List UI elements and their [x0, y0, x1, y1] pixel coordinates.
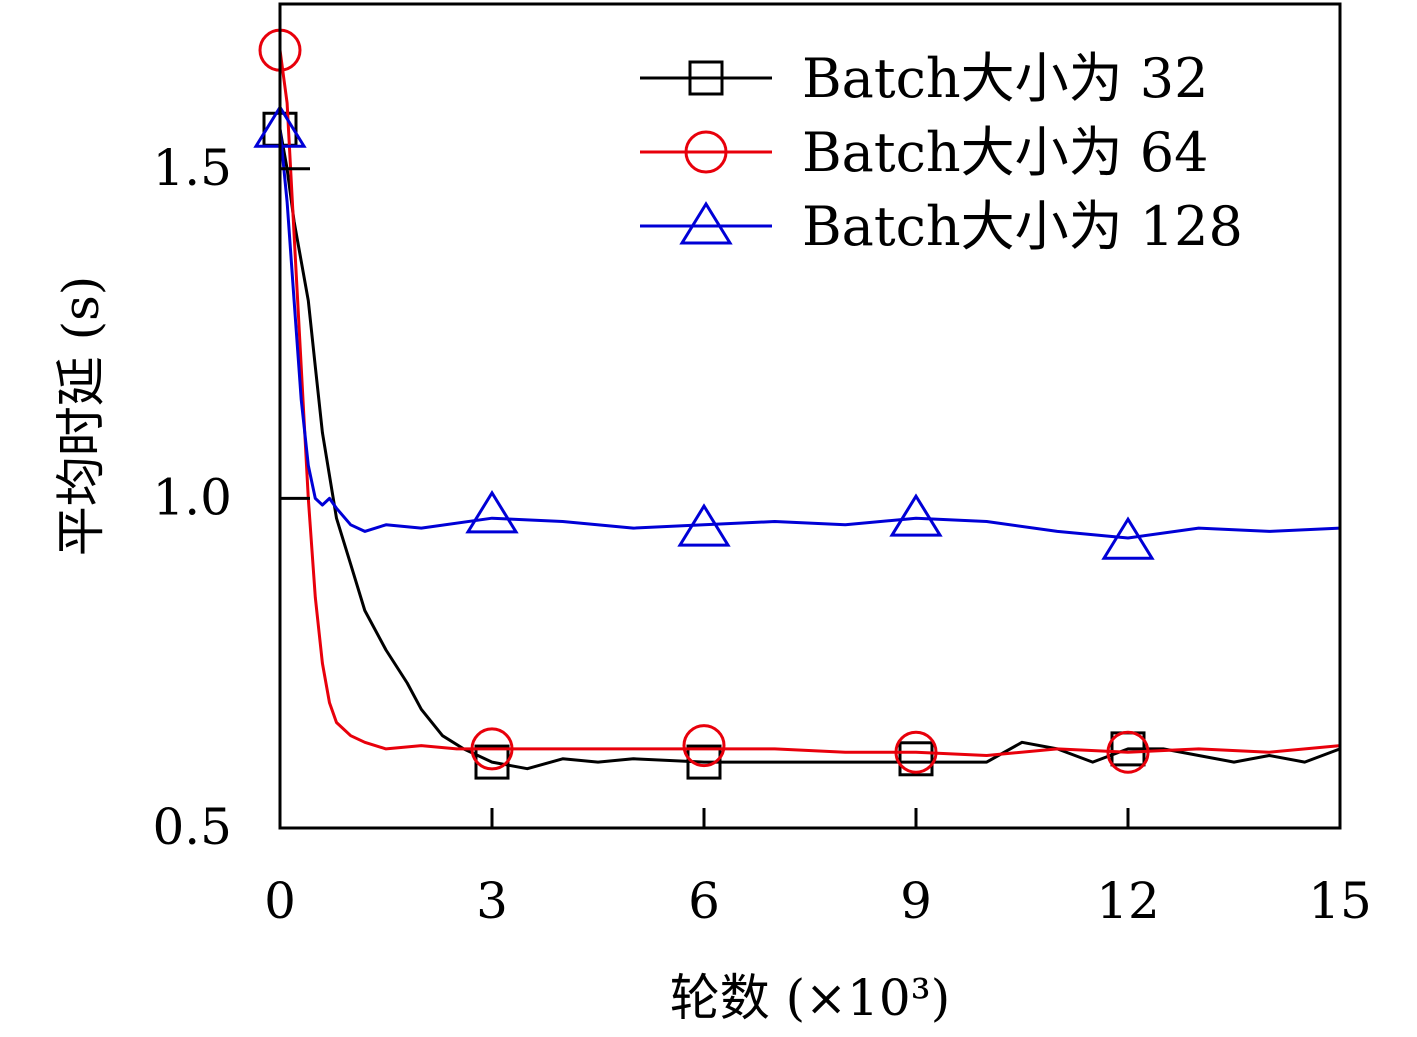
series-1-marker-4 — [1106, 730, 1150, 774]
legend-label-2: Batch大小为 128 — [802, 195, 1243, 258]
series-2-marker-2 — [677, 503, 731, 547]
series-line-2 — [278, 129, 1341, 540]
series-1-marker-3 — [894, 730, 938, 774]
legend-marker-2 — [679, 201, 733, 245]
x-tick-label-4: 12 — [1096, 872, 1160, 930]
series-2-marker-1 — [465, 490, 519, 534]
y-tick-label-1: 1.0 — [152, 468, 232, 526]
y-tick-label-0: 0.5 — [152, 798, 232, 856]
x-axis-title: 轮数 (×10³) — [670, 969, 950, 1027]
legend: Batch大小为 32 Batch大小为 64 Batch大小为 128 — [640, 47, 1243, 258]
series-2-marker-4 — [1101, 516, 1155, 560]
series-2-marker-3 — [889, 493, 943, 537]
x-tick-label-1: 3 — [476, 872, 508, 930]
legend-label-1: Batch大小为 64 — [802, 121, 1208, 184]
y-tick-label-2: 1.5 — [152, 139, 232, 197]
series-0-marker-2 — [686, 744, 722, 780]
plot-frame — [278, 2, 1342, 830]
series-0-marker-3 — [898, 741, 934, 777]
legend-marker-0 — [688, 60, 724, 96]
series-line-1 — [278, 49, 1341, 757]
ticks-layer: 0 3 6 9 12 15 0.5 1.0 1.5 — [152, 139, 1371, 930]
x-tick-label-3: 9 — [900, 872, 932, 930]
y-axis-title: 平均时延 (s) — [52, 276, 110, 557]
x-tick-label-5: 15 — [1308, 872, 1372, 930]
x-tick-label-0: 0 — [264, 872, 296, 930]
series-line-0 — [278, 128, 1341, 771]
x-tick-label-2: 6 — [688, 872, 720, 930]
series-layer — [253, 28, 1341, 780]
series-1-marker-1 — [470, 727, 514, 771]
legend-marker-1 — [684, 130, 728, 174]
series-1-marker-2 — [682, 724, 726, 768]
legend-label-0: Batch大小为 32 — [802, 47, 1208, 110]
